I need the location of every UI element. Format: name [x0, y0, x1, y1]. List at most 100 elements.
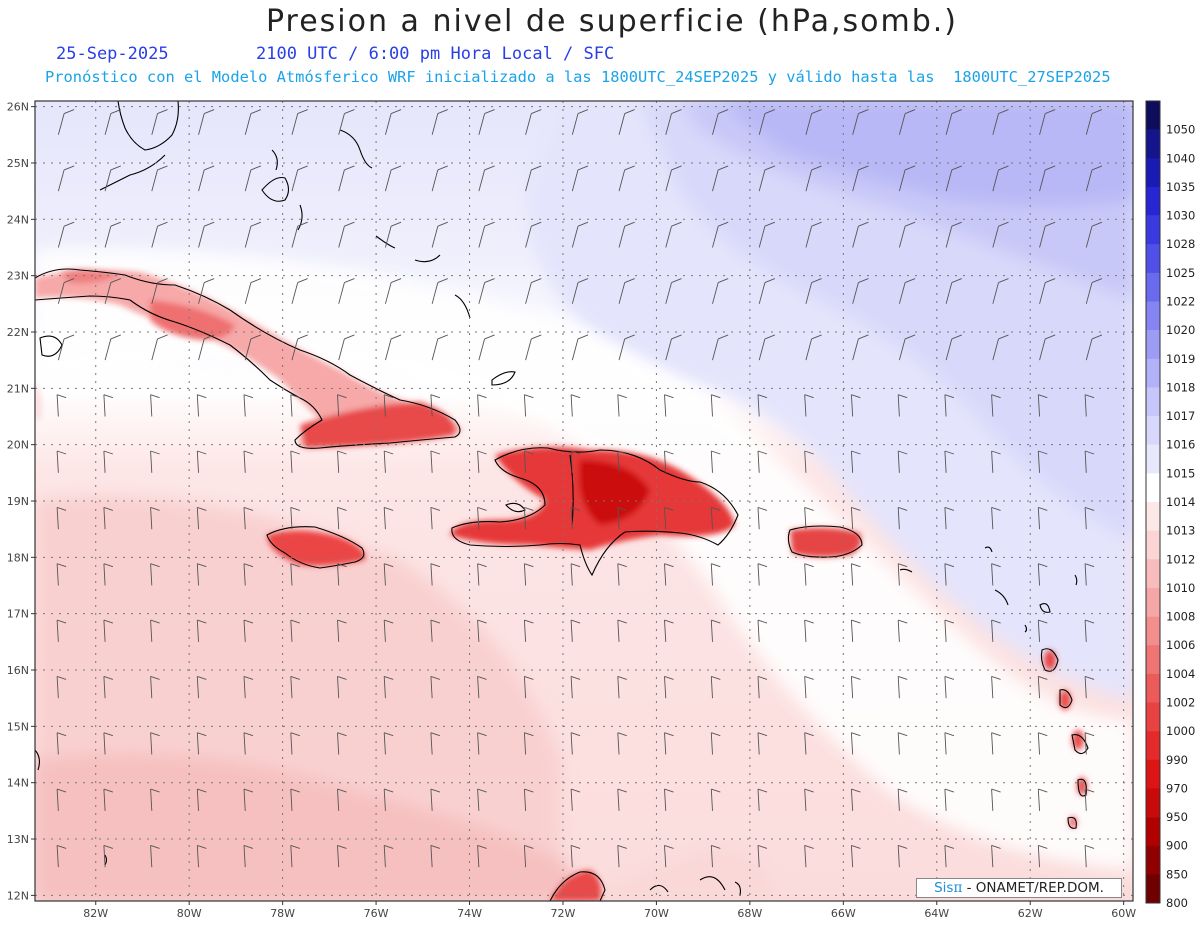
wind-barb-flag — [157, 278, 168, 284]
wind-barb — [944, 507, 947, 530]
wind-barb — [478, 338, 486, 361]
lat-label: 17N — [7, 608, 29, 621]
wind-barb — [898, 338, 906, 361]
wind-barb — [617, 676, 620, 699]
wind-barb-flag — [243, 619, 254, 624]
wind-barb — [850, 507, 854, 530]
wind-barb-flag — [290, 394, 300, 399]
wind-barb — [198, 282, 205, 304]
wind-barb — [525, 113, 532, 135]
wind-barb — [1084, 676, 1087, 699]
wind-barb — [664, 450, 667, 473]
wind-barb — [710, 563, 713, 586]
wind-barb — [523, 789, 527, 811]
wind-barb-flag — [664, 394, 674, 399]
wind-barb — [151, 338, 158, 361]
wind-barb — [992, 169, 999, 192]
wind-barb — [431, 338, 439, 361]
wind-barb-flag — [204, 278, 215, 284]
wind-barb-flag — [197, 675, 207, 680]
wind-barb-flag — [664, 675, 674, 680]
wind-barb — [710, 450, 713, 473]
wind-barb — [244, 169, 252, 192]
wind-barb — [430, 789, 433, 811]
wind-barb-flag — [344, 334, 355, 340]
wind-barb-flag — [624, 334, 635, 340]
wind-barb-flag — [904, 165, 916, 171]
wind-barb — [805, 338, 813, 361]
wind-barb — [523, 845, 527, 868]
wind-barb-flag — [524, 394, 534, 399]
wind-barb — [852, 338, 859, 361]
wind-barb — [897, 394, 900, 417]
wind-barb — [992, 338, 999, 361]
wind-barb — [897, 789, 900, 811]
wind-barb — [244, 282, 252, 304]
wind-barb — [852, 169, 859, 192]
wind-barb — [150, 845, 153, 868]
wind-barb — [570, 789, 573, 811]
wind-barb — [477, 620, 480, 642]
wind-barb — [664, 394, 667, 417]
wind-barb-flag — [851, 563, 861, 568]
wind-barb-flag — [56, 732, 67, 737]
wind-barb-flag — [577, 334, 589, 340]
colorbar-label: 1050 — [1166, 123, 1195, 137]
wind-barb — [523, 676, 527, 699]
wind-barb — [383, 394, 386, 417]
wind-barb — [1037, 845, 1040, 868]
lon-label: 62W — [1018, 907, 1043, 920]
wind-barb — [338, 338, 345, 361]
wind-barb — [57, 282, 65, 304]
wind-barb-flag — [664, 563, 674, 568]
wind-barb — [617, 394, 620, 417]
wind-barb — [850, 789, 854, 811]
wind-barb-flag — [56, 675, 67, 680]
wind-barb-flag — [671, 221, 682, 227]
wind-barb-flag — [764, 278, 776, 284]
wind-barb-flag — [711, 675, 721, 680]
wind-barb — [338, 169, 345, 192]
wind-barb — [618, 338, 626, 361]
wind-barb-flag — [898, 844, 908, 849]
colorbar-label: 1040 — [1166, 151, 1195, 165]
colorbar-swatch — [1146, 358, 1160, 388]
colorbar-swatch — [1146, 330, 1160, 359]
colorbar-label: 1019 — [1166, 352, 1195, 366]
wind-barb-flag — [671, 165, 682, 171]
wind-barb — [525, 169, 532, 192]
wind-barb — [431, 113, 439, 135]
wind-barb-flag — [811, 334, 822, 340]
wind-barb — [665, 226, 672, 248]
wind-barb-flag — [297, 334, 308, 340]
wind-barb-flag — [991, 450, 1001, 455]
credit-text: - ONAMET/REP.DOM. — [966, 880, 1104, 896]
wind-barb-flag — [671, 334, 682, 340]
wind-barb — [56, 450, 59, 473]
credit-brand: Sis — [934, 880, 954, 896]
wind-barb — [804, 620, 807, 642]
wind-barb — [710, 789, 713, 811]
wind-barb — [712, 113, 719, 135]
colorbar-label: 850 — [1166, 867, 1188, 881]
wind-barb — [1037, 507, 1040, 530]
wind-barb-flag — [804, 732, 814, 737]
wind-barb-flag — [197, 844, 207, 849]
wind-barb — [477, 563, 480, 586]
wind-barb-flag — [197, 563, 207, 568]
wind-barb — [571, 338, 579, 361]
wind-barb-flag — [103, 619, 114, 624]
wind-barb — [243, 450, 246, 473]
wind-barb — [291, 169, 299, 192]
wind-barb-flag — [103, 450, 114, 455]
wind-barb — [991, 845, 994, 868]
wind-barb — [525, 282, 532, 304]
colorbar-label: 1014 — [1166, 495, 1195, 509]
wind-barb-flag — [617, 450, 627, 455]
wind-barb — [150, 620, 153, 642]
wind-barb — [430, 394, 433, 417]
wind-barb-flag — [297, 278, 308, 284]
wind-barb-flag — [243, 732, 254, 737]
wind-barb — [944, 620, 947, 642]
